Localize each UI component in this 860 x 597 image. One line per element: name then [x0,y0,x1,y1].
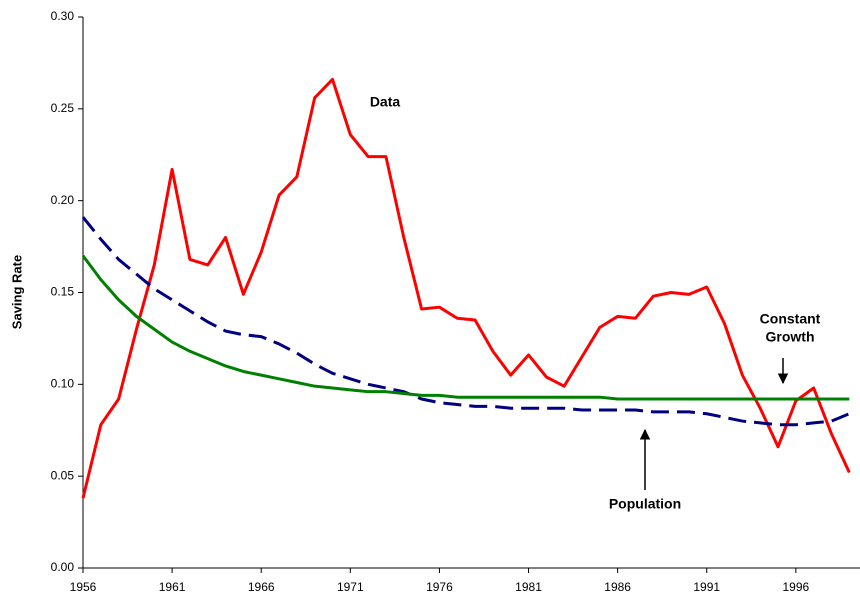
y-axis-label: Saving Rate [9,255,24,329]
line [81,77,851,499]
annotation: Growth [766,329,815,345]
annotation: Data [370,94,401,110]
x-tick-label: 1966 [248,580,275,594]
y-tick-label: 0.25 [51,101,75,115]
x-tick-label: 1956 [70,580,97,594]
y-tick-label: 0.00 [51,560,75,574]
x-tick-label: 1981 [515,580,542,594]
x-tick-label: 1961 [159,580,186,594]
x-tick-label: 1971 [337,580,364,594]
annotation: Constant [760,311,821,327]
x-tick-label: 1996 [782,580,809,594]
y-tick-label: 0.05 [51,468,75,482]
annotation: Population [609,496,681,512]
y-tick-label: 0.10 [51,377,75,391]
x-tick-label: 1986 [604,580,631,594]
y-tick-label: 0.15 [51,285,75,299]
line [81,254,850,401]
y-tick-label: 0.30 [51,9,75,23]
x-tick-label: 1976 [426,580,453,594]
line [81,216,850,427]
x-tick-label: 1991 [693,580,720,594]
y-tick-label: 0.20 [51,193,75,207]
